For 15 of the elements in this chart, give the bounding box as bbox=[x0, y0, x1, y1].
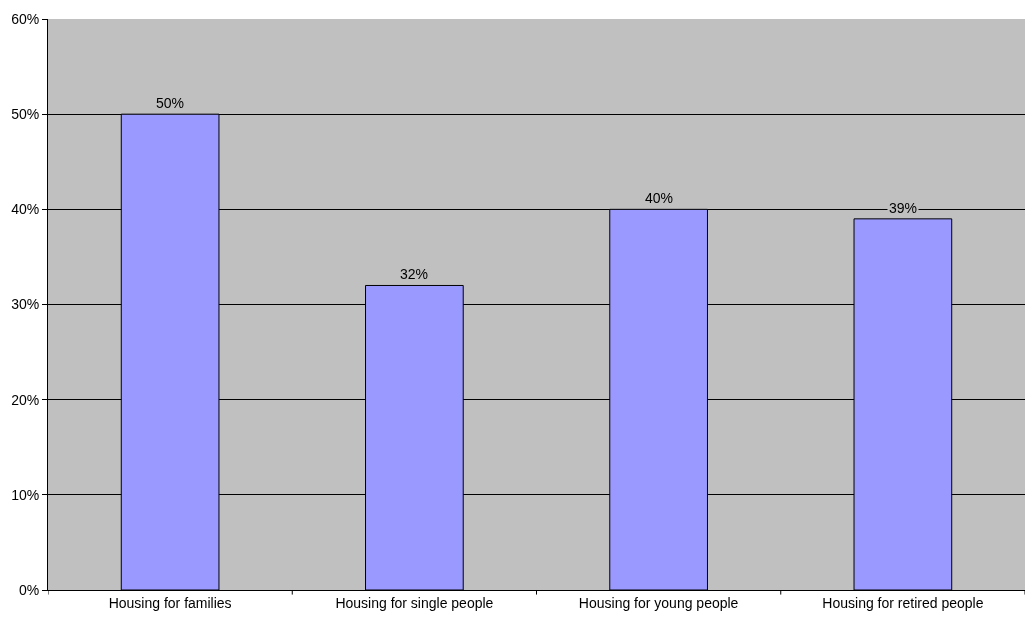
x-tick-label: Housing for single people bbox=[335, 594, 494, 611]
y-tick-label: 30% bbox=[11, 296, 40, 313]
y-tick-label: 10% bbox=[11, 486, 40, 503]
x-tick-label: Housing for families bbox=[108, 594, 232, 611]
y-tick-label: 0% bbox=[18, 581, 40, 598]
data-label: 32% bbox=[400, 266, 429, 282]
y-tick-label: 20% bbox=[11, 391, 40, 408]
data-label: 39% bbox=[889, 200, 918, 216]
y-tick-label: 40% bbox=[11, 201, 40, 218]
x-tick-label: Housing for retired people bbox=[822, 594, 984, 611]
data-label: 50% bbox=[156, 95, 185, 111]
y-tick-label: 60% bbox=[11, 10, 40, 27]
y-tick-label: 50% bbox=[11, 106, 40, 123]
data-label: 40% bbox=[645, 190, 674, 206]
x-tick-label: Housing for young people bbox=[578, 594, 739, 611]
